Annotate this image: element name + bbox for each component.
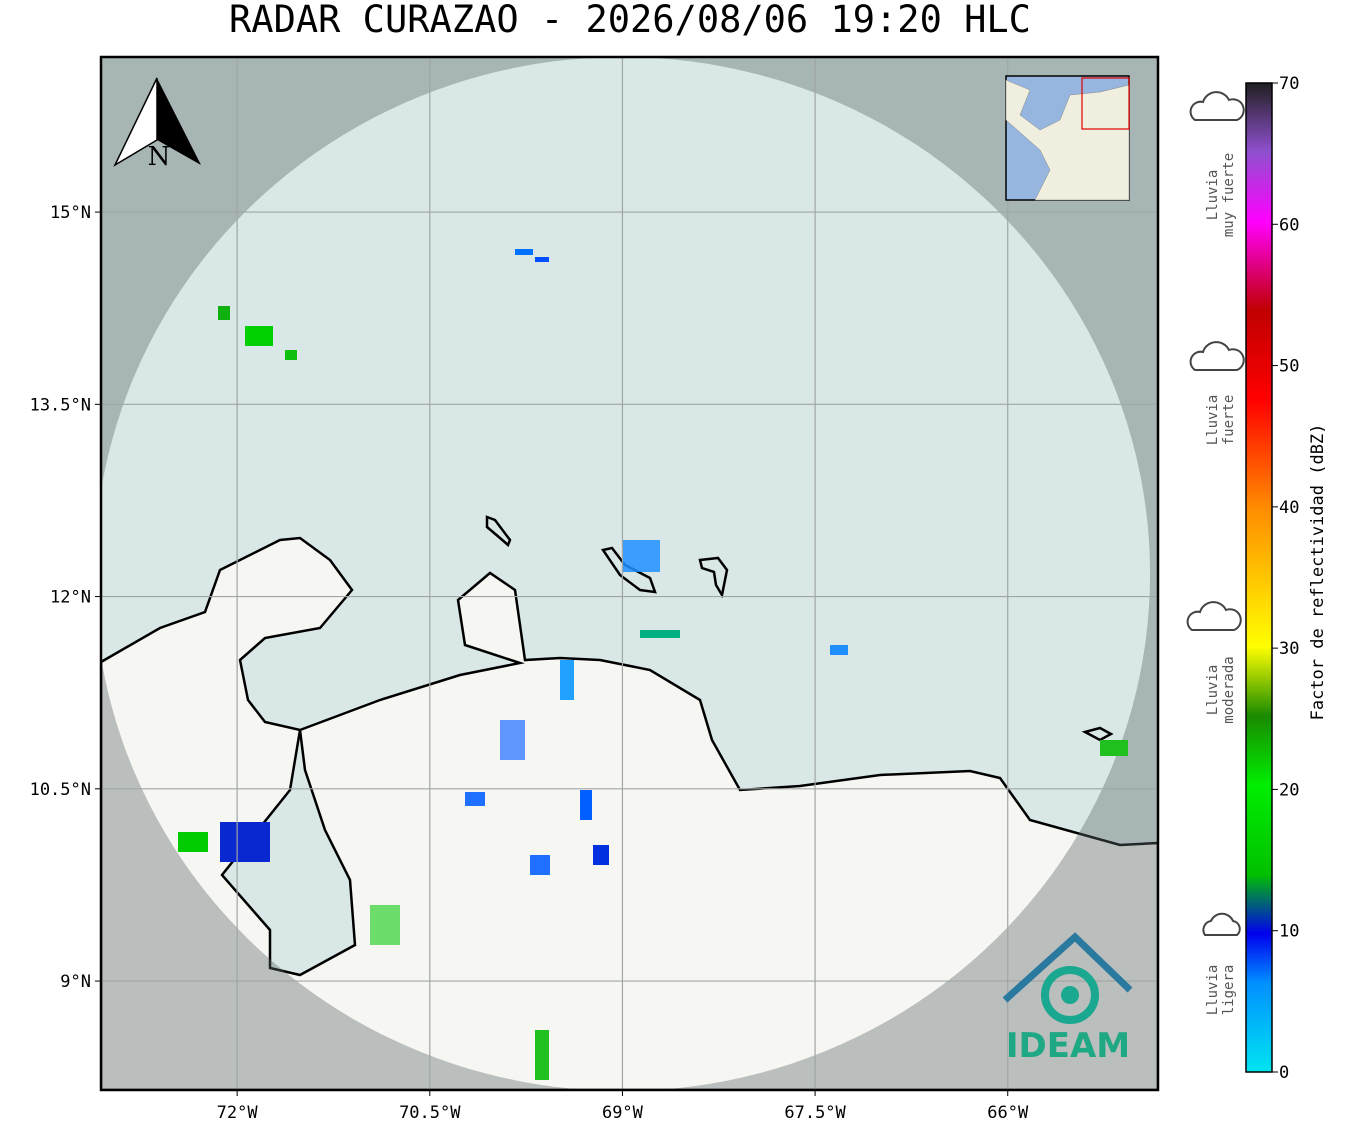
- rain-label: Lluvia: [1205, 395, 1221, 446]
- rain-label: fuerte: [1221, 395, 1237, 446]
- y-tick-label: 13.5°N: [30, 395, 91, 415]
- x-tick-label: 69°W: [602, 1103, 644, 1123]
- colorbar-tick-label: 70: [1279, 74, 1299, 94]
- rain-label: Lluvia: [1205, 170, 1221, 221]
- radar-echoes: [178, 249, 1128, 1080]
- colorbar-tick-label: 40: [1279, 498, 1299, 518]
- colorbar-tick-label: 30: [1279, 639, 1299, 659]
- x-tick-label: 66°W: [987, 1103, 1029, 1123]
- island-small: [1081, 726, 1114, 742]
- colorbar-tick-label: 10: [1279, 922, 1299, 942]
- island-aruba: [485, 515, 512, 548]
- x-tick-label: 67.5°W: [784, 1103, 846, 1123]
- north-label: N: [148, 142, 171, 172]
- colorbar-label: Factor de reflectividad (dBZ): [1308, 424, 1328, 721]
- north-arrow: N: [113, 77, 201, 172]
- logo: IDEAM: [1002, 932, 1133, 1066]
- y-tick-label: 12°N: [50, 588, 91, 608]
- grid: [101, 57, 1158, 1090]
- x-tick-label: 72°W: [217, 1103, 259, 1123]
- colorbar-tick-label: 50: [1279, 357, 1299, 377]
- rain-label: muy fuerte: [1221, 153, 1237, 237]
- colorbar: [1245, 82, 1273, 1073]
- y-tick-label: 9°N: [60, 972, 91, 992]
- rain-label: Lluvia: [1205, 665, 1221, 716]
- map-area: [101, 57, 1158, 1090]
- title: RADAR CURAZAO - 2026/08/06 19:20 HLC: [229, 0, 1031, 41]
- y-tick-label: 10.5°N: [30, 780, 91, 800]
- inset-map: [1005, 75, 1130, 201]
- logo-text: IDEAM: [1006, 1026, 1130, 1066]
- rain-label: Lluvia: [1205, 965, 1221, 1016]
- colorbar-tick-label: 20: [1279, 780, 1299, 800]
- rain-icons: [1186, 91, 1245, 936]
- rain-label: ligera: [1221, 965, 1237, 1016]
- overlay: 72°W 70.5°W 69°W 67.5°W 66°W 9°N 10.5°N 12°N 13.…: [30, 74, 1328, 1123]
- x-tick-label: 70.5°W: [399, 1103, 461, 1123]
- y-tick-label: 15°N: [50, 203, 91, 223]
- island-bonaire: [698, 556, 729, 599]
- land: [101, 536, 1158, 1090]
- colorbar-tick-label: 60: [1279, 215, 1299, 235]
- rain-label: moderada: [1221, 656, 1237, 723]
- colorbar-tick-label: 0: [1279, 1063, 1289, 1083]
- map-frame: [99, 55, 1160, 1092]
